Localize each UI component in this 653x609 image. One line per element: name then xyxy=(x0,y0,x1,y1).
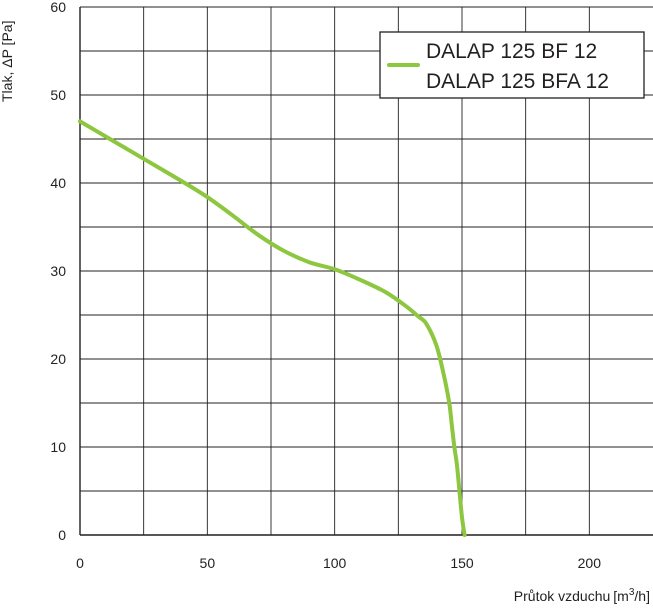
legend-entry: DALAP 125 BFA 12 xyxy=(426,70,609,93)
data-point xyxy=(207,197,208,198)
legend-box xyxy=(379,31,645,99)
data-point xyxy=(405,306,406,307)
data-point xyxy=(456,464,457,465)
data-point xyxy=(462,517,463,518)
data-point xyxy=(80,121,81,122)
data-point xyxy=(232,215,233,216)
x-tick-label: 100 xyxy=(323,555,347,571)
data-point xyxy=(334,269,335,270)
series-layer xyxy=(78,119,467,537)
tick-labels: 0 50 100 150 200 0 10 20 30 40 50 60 xyxy=(50,0,601,571)
y-tick-label: 50 xyxy=(50,87,66,103)
data-point xyxy=(418,316,419,317)
data-point xyxy=(426,323,427,324)
data-point xyxy=(309,262,310,263)
legend: DALAP 125 BF 12 DALAP 125 BFA 12 xyxy=(379,31,645,99)
data-point xyxy=(451,425,452,426)
data-point xyxy=(130,151,131,152)
x-tick-label: 0 xyxy=(76,555,84,571)
data-point xyxy=(258,234,259,235)
data-point xyxy=(156,166,157,167)
x-axis-unit-prefix: [m xyxy=(613,588,629,604)
data-point xyxy=(181,181,182,182)
y-tick-label: 40 xyxy=(50,175,66,191)
y-tick-label: 10 xyxy=(50,439,66,455)
data-point xyxy=(449,403,450,404)
data-point xyxy=(283,250,284,251)
x-tick-label: 50 xyxy=(200,555,216,571)
y-tick-label: 20 xyxy=(50,351,66,367)
x-axis-unit-suffix: /h] xyxy=(634,588,650,604)
data-point xyxy=(444,376,445,377)
data-point xyxy=(105,136,106,137)
x-axis-label-main: Průtok vzduchu xyxy=(514,588,611,604)
y-tick-label: 30 xyxy=(50,263,66,279)
legend-entry: DALAP 125 BF 12 xyxy=(426,40,597,63)
plot-frame xyxy=(79,6,653,536)
data-point xyxy=(385,292,386,293)
y-axis-label: Tlak, ΔP [Pa] xyxy=(0,21,15,102)
data-point xyxy=(436,345,437,346)
data-point xyxy=(464,535,465,536)
data-point xyxy=(459,491,460,492)
series-line xyxy=(78,119,467,537)
y-tick-label: 0 xyxy=(58,527,66,543)
x-axis-unit-exp: 3 xyxy=(629,587,635,598)
y-tick-label: 60 xyxy=(50,0,66,15)
x-axis-label: Průtok vzduchu [m3/h] xyxy=(514,587,650,604)
data-point xyxy=(454,447,455,448)
x-tick-label: 200 xyxy=(578,555,602,571)
data-point xyxy=(360,279,361,280)
x-tick-label: 150 xyxy=(450,555,474,571)
